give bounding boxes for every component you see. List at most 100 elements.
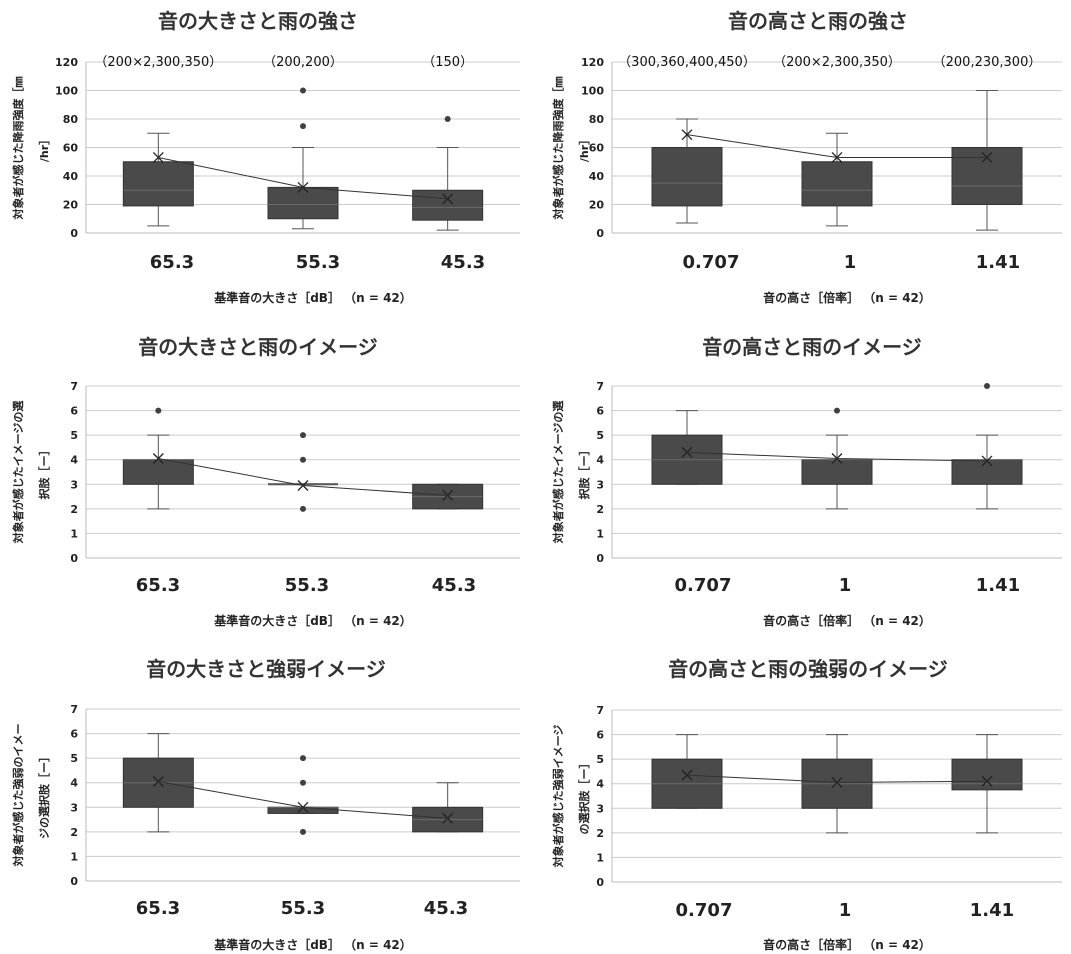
mean-marker xyxy=(442,193,454,205)
outlier-point xyxy=(444,116,451,122)
box-iqr xyxy=(122,459,194,485)
y-tick-label: 2 xyxy=(596,503,604,516)
box-iqr xyxy=(267,186,339,220)
y-tick-label: 7 xyxy=(70,703,78,716)
y-tick-label: 20 xyxy=(589,199,605,212)
mean-line xyxy=(686,134,987,158)
annotation-label: （200,200） xyxy=(263,55,343,70)
box-1 xyxy=(122,407,194,510)
x-axis-label: 基準音の大きさ［dB］ （n = 42） xyxy=(213,937,412,952)
x-axis-label: 基準音の大きさ［dB］ （n = 42） xyxy=(213,290,412,305)
y-tick-label: 40 xyxy=(63,170,79,183)
x-category-label: 45.3 xyxy=(441,252,485,273)
y-tick-label: 3 xyxy=(596,802,604,815)
box-2 xyxy=(267,87,339,230)
x-category-label: 1 xyxy=(839,575,852,596)
box-3 xyxy=(412,483,484,510)
chart-title: 音の大きさと雨の強さ xyxy=(158,9,358,33)
y-axis-label-line: の選択肢［ー］ xyxy=(577,758,591,835)
box-iqr xyxy=(951,147,1023,205)
y-tick-label: 4 xyxy=(70,777,78,790)
outlier-point xyxy=(300,755,306,762)
y-tick-label: 5 xyxy=(596,429,604,442)
box-1 xyxy=(651,734,723,809)
box-1 xyxy=(122,733,194,833)
y-tick-label: 40 xyxy=(589,170,605,183)
x-axis-label: 音の高さ［倍率］ （n = 42） xyxy=(763,290,931,305)
mean-line xyxy=(686,774,988,783)
y-tick-label: 2 xyxy=(70,503,78,516)
box-iqr xyxy=(412,189,484,221)
y-tick-label: 3 xyxy=(70,801,78,814)
box-iqr xyxy=(122,161,194,207)
x-axis-label: 基準音の大きさ［dB］ （n = 42） xyxy=(213,613,412,628)
box-2 xyxy=(801,734,873,834)
outlier-point xyxy=(300,456,306,463)
y-tick-label: 7 xyxy=(596,380,604,393)
x-category-label: 1.41 xyxy=(970,900,1014,921)
x-category-label: 55.3 xyxy=(285,575,329,596)
outlier-point xyxy=(300,828,306,835)
y-tick-label: 120 xyxy=(55,56,78,69)
y-axis-label-line: 対象者が感じた強弱のイメー xyxy=(11,724,25,868)
annotation-label: （300,360,400,450） xyxy=(618,55,756,70)
y-axis-label-line: 択肢［ー］ xyxy=(37,445,51,500)
chart-panel-3: 音の大きさと雨のイメージ 0 1 2 3 4 5 6 7 対象者が感じたイメージの選 択肢［ー］ 65… xyxy=(11,335,520,628)
box-2 xyxy=(801,407,873,510)
y-axis-label: 対象者が感じたイメージの選 択肢［ー］ xyxy=(551,401,591,545)
y-tick-label: 4 xyxy=(596,454,604,467)
y-tick-label: 6 xyxy=(70,405,78,418)
outlier-point xyxy=(155,407,162,414)
box-iqr xyxy=(267,806,339,814)
y-tick-label: 120 xyxy=(581,56,604,69)
y-axis-label-line: 対象者が感じたイメージの選 xyxy=(11,401,25,545)
box-iqr xyxy=(801,161,873,207)
box-iqr xyxy=(651,147,723,207)
x-category-label: 0.707 xyxy=(676,900,733,921)
y-axis-label: 対象者が感じた強弱のイメー ジの選択肢［ー］ xyxy=(11,724,51,868)
y-tick-label: 80 xyxy=(63,113,79,126)
y-axis-label-line: 対象者が感じた強弱イメージ xyxy=(551,725,565,869)
box-1 xyxy=(651,118,723,224)
y-axis-label-line: 対象者が感じた降雨強度［㎜ xyxy=(551,77,565,221)
box-3 xyxy=(951,734,1023,834)
box-3 xyxy=(951,383,1023,510)
y-axis-label-line: /hr］ xyxy=(38,134,51,162)
x-category-label: 1 xyxy=(844,252,857,273)
box-1 xyxy=(122,132,194,227)
outlier-point xyxy=(834,407,840,414)
mean-marker xyxy=(152,152,164,163)
mean-line xyxy=(686,451,988,462)
y-tick-label: 100 xyxy=(55,85,78,98)
y-tick-label: 5 xyxy=(596,753,604,766)
y-axis-label-line: 対象者が感じた降雨強度［㎜ xyxy=(11,77,25,221)
x-category-label: 45.3 xyxy=(424,898,468,919)
mean-marker xyxy=(152,453,164,464)
y-tick-label: 2 xyxy=(70,826,78,839)
outlier-point xyxy=(300,779,306,786)
box-3 xyxy=(412,782,484,833)
mean-line xyxy=(158,156,448,200)
box-1 xyxy=(651,410,723,485)
box-3 xyxy=(412,116,484,231)
outlier-point xyxy=(300,87,306,94)
y-tick-label: 1 xyxy=(70,850,78,863)
x-axis-label: 音の高さ［倍率］ （n = 42） xyxy=(763,937,931,952)
y-tick-label: 1 xyxy=(70,527,78,540)
y-tick-label: 1 xyxy=(596,527,604,540)
y-tick-label: 6 xyxy=(70,728,78,741)
annotation-label: （200×2,300,350） xyxy=(773,55,901,70)
x-category-label: 55.3 xyxy=(296,252,340,273)
box-3 xyxy=(951,90,1023,231)
x-category-label: 45.3 xyxy=(432,575,476,596)
y-tick-label: 3 xyxy=(596,478,604,491)
chart-title: 音の高さと雨のイメージ xyxy=(702,335,922,359)
box-iqr xyxy=(951,758,1023,791)
chart-title: 音の大きさと強弱イメージ xyxy=(146,657,386,681)
y-axis-label: 対象者が感じた強弱イメージ の選択肢［ー］ xyxy=(551,725,591,869)
y-axis-label: 対象者が感じた降雨強度［㎜ /hr］ xyxy=(11,77,51,221)
mean-marker xyxy=(152,776,164,787)
y-axis-label-line: 対象者が感じたイメージの選 xyxy=(551,401,565,545)
